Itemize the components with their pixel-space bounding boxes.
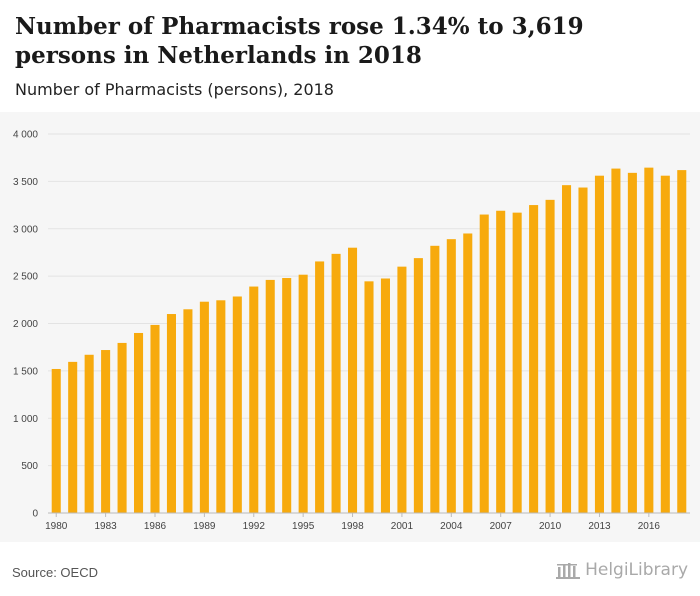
bar <box>479 214 489 513</box>
bar <box>265 279 275 513</box>
chart-title: Number of Pharmacists rose 1.34% to 3,61… <box>15 13 584 69</box>
bar <box>150 324 160 513</box>
brand-name: HelgiLibrary <box>585 560 688 580</box>
bar <box>183 309 193 513</box>
x-tick-label: 2013 <box>588 521 611 532</box>
bar <box>594 175 604 513</box>
bar <box>315 261 325 513</box>
library-building-icon <box>556 563 581 579</box>
x-tick-label: 2004 <box>440 521 463 532</box>
y-tick-label: 3 000 <box>13 224 38 235</box>
bar <box>512 212 522 513</box>
y-tick-label: 500 <box>21 461 38 472</box>
bar <box>677 170 687 514</box>
bar <box>380 278 390 513</box>
bar <box>101 350 111 513</box>
y-tick-label: 2 000 <box>13 319 38 330</box>
bar <box>446 239 456 514</box>
x-tick-label: 1989 <box>193 521 216 532</box>
y-tick-label: 3 500 <box>13 177 38 188</box>
bar <box>660 175 670 513</box>
bar <box>134 332 144 513</box>
bar <box>249 286 259 513</box>
bar <box>430 245 440 513</box>
bar <box>117 342 127 513</box>
y-tick-label: 0 <box>32 509 38 520</box>
bar <box>216 300 226 513</box>
x-tick-label: 1998 <box>341 521 364 532</box>
bar <box>166 314 176 513</box>
bar <box>644 167 654 514</box>
y-tick-label: 4 000 <box>13 130 38 141</box>
bar <box>545 199 555 513</box>
bar <box>51 368 61 513</box>
source-note: Source: OECD <box>12 565 98 580</box>
x-tick-label: 2001 <box>391 521 414 532</box>
chart-subtitle: Number of Pharmacists (persons), 2018 <box>15 80 334 99</box>
x-tick-label: 1983 <box>94 521 117 532</box>
bar <box>578 187 588 513</box>
bar <box>627 172 637 513</box>
y-tick-label: 1 000 <box>13 414 38 425</box>
bar <box>364 281 374 513</box>
bar <box>463 233 473 514</box>
x-tick-label: 2010 <box>539 521 562 532</box>
y-tick-label: 2 500 <box>13 272 38 283</box>
bar <box>199 301 209 513</box>
bar <box>282 278 292 513</box>
bar-chart: 0 500 1 000 1 500 2 000 2 500 3 000 3 500 4 000 1… <box>13 130 690 532</box>
bar <box>232 296 242 513</box>
bar <box>331 253 341 513</box>
x-tick-label: 2016 <box>638 521 661 532</box>
bar <box>562 185 572 513</box>
bar <box>529 205 539 513</box>
bar <box>397 266 407 513</box>
bar <box>348 247 358 513</box>
bar <box>298 274 308 513</box>
x-tick-label: 1992 <box>243 521 266 532</box>
bar <box>84 354 94 513</box>
brand-logo: HelgiLibrary <box>555 560 688 580</box>
x-tick-label: 1995 <box>292 521 315 532</box>
bar <box>496 210 506 513</box>
x-tick-label: 1980 <box>45 521 68 532</box>
bar <box>68 361 78 513</box>
x-tick-label: 2007 <box>490 521 513 532</box>
bar <box>413 258 423 513</box>
bar <box>611 168 621 514</box>
y-tick-label: 1 500 <box>13 366 38 377</box>
x-tick-label: 1986 <box>144 521 167 532</box>
